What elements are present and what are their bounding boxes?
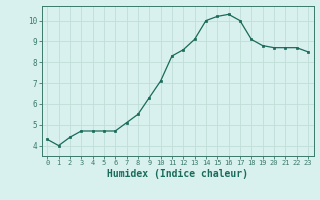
X-axis label: Humidex (Indice chaleur): Humidex (Indice chaleur) (107, 169, 248, 179)
